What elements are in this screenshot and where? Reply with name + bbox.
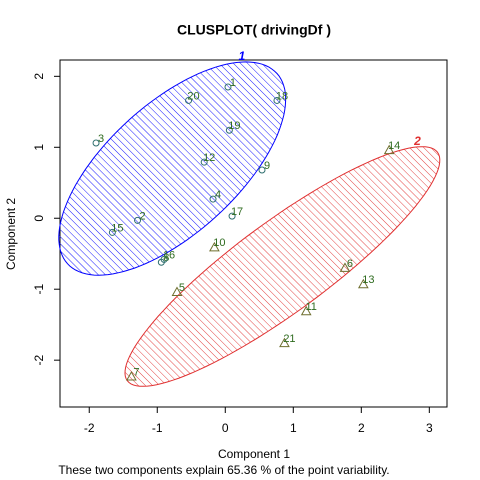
point-marker [258,166,266,174]
y-tick-label: 2 [32,73,46,80]
point-label: 8 [163,252,169,264]
x-tick-label: 1 [290,421,297,435]
chart-title: CLUSPLOT( drivingDf ) [177,22,331,38]
point-marker [126,370,137,381]
x-tick-label: 3 [426,421,433,435]
x-tick-label: 0 [222,421,229,435]
point-label: 20 [187,90,199,102]
cluster-label: 1 [238,49,245,63]
cluster-label: 2 [413,134,421,148]
point-marker [209,195,217,203]
point-label: 16 [163,249,175,261]
point-label: 11 [305,301,316,313]
point-label: 21 [283,333,295,345]
point-marker [300,305,312,316]
y-tick-label: -2 [32,355,46,366]
point-label: 15 [111,222,123,234]
point-marker [92,139,100,147]
point-marker [228,212,236,220]
point-label: 4 [215,189,221,201]
point-label: 2 [139,210,145,222]
point-marker [171,286,183,297]
point-marker [339,262,351,272]
point-label: 18 [276,90,288,102]
y-tick-label: -1 [32,284,46,295]
x-tick-label: -1 [152,421,163,435]
point-marker [225,126,233,134]
x-axis-label: Component 1 [218,447,290,461]
subtitle: These two components explain 65.36 % of … [58,463,389,477]
point-label: 10 [213,237,225,249]
y-tick-label: 0 [32,215,46,222]
point-marker [273,96,281,104]
point-label: 3 [98,133,104,145]
y-axis-label: Component 2 [4,198,18,270]
point-label: 5 [179,282,185,294]
point-marker [383,144,395,155]
point-marker [200,158,208,166]
point-marker [185,96,193,104]
cluster-ellipse [124,146,441,387]
point-marker [160,255,168,263]
point-marker [224,83,232,91]
point-label: 6 [347,258,353,270]
point-marker [279,337,290,348]
point-label: 17 [231,206,243,218]
cluster-ellipse [58,61,287,276]
point-marker [108,228,116,236]
point-label: 7 [133,366,139,378]
point-label: 13 [362,274,374,286]
x-tick-label: 2 [358,421,365,435]
x-tick-label: -2 [84,421,95,435]
point-label: 1 [230,77,236,89]
point-label: 14 [388,140,400,152]
point-label: 9 [264,160,270,172]
y-tick-label: 1 [32,144,46,151]
point-label: 19 [228,120,240,132]
point-marker [134,216,142,224]
point-marker [357,278,369,289]
point-label: 12 [203,152,215,164]
point-marker [209,241,220,252]
